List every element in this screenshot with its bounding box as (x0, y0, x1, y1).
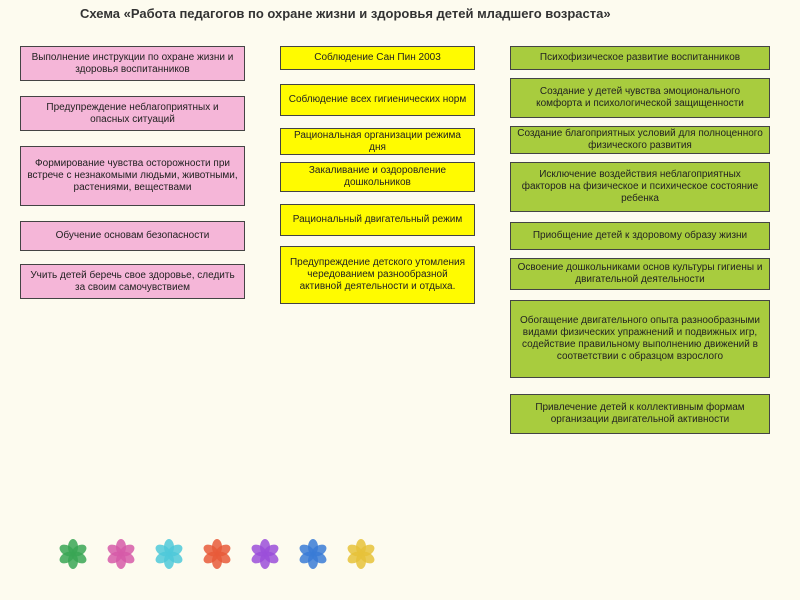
middle-box-5: Предупреждение детского утомления чередо… (280, 246, 475, 304)
left-box-2: Формирование чувства осторожности при вс… (20, 146, 245, 206)
flower-icon (300, 538, 326, 570)
flower-icon (204, 538, 230, 570)
flower-icon (348, 538, 374, 570)
left-box-1: Предупреждение неблагоприятных и опасных… (20, 96, 245, 131)
page-title: Схема «Работа педагогов по охране жизни … (80, 6, 700, 23)
right-box-6: Обогащение двигательного опыта разнообра… (510, 300, 770, 378)
right-box-5: Освоение дошкольниками основ культуры ги… (510, 258, 770, 290)
right-box-4: Приобщение детей к здоровому образу жизн… (510, 222, 770, 250)
right-box-2: Создание благоприятных условий для полно… (510, 126, 770, 154)
right-box-3: Исключение воздействия неблагоприятных ф… (510, 162, 770, 212)
middle-box-0: Соблюдение Сан Пин 2003 (280, 46, 475, 70)
flower-icon (108, 538, 134, 570)
flower-icon (252, 538, 278, 570)
middle-box-4: Рациональный двигательный режим (280, 204, 475, 236)
left-box-3: Обучение основам безопасности (20, 221, 245, 251)
middle-box-1: Соблюдение всех гигиенических норм (280, 84, 475, 116)
flower-icon (60, 538, 86, 570)
flower-row (60, 538, 374, 570)
flower-icon (156, 538, 182, 570)
middle-box-3: Закаливание и оздоровление дошкольников (280, 162, 475, 192)
right-box-1: Создание у детей чувства эмоционального … (510, 78, 770, 118)
right-box-0: Психофизическое развитие воспитанников (510, 46, 770, 70)
middle-box-2: Рациональная организации режима дня (280, 128, 475, 155)
left-box-0: Выполнение инструкции по охране жизни и … (20, 46, 245, 81)
left-box-4: Учить детей беречь свое здоровье, следит… (20, 264, 245, 299)
right-box-7: Привлечение детей к коллективным формам … (510, 394, 770, 434)
